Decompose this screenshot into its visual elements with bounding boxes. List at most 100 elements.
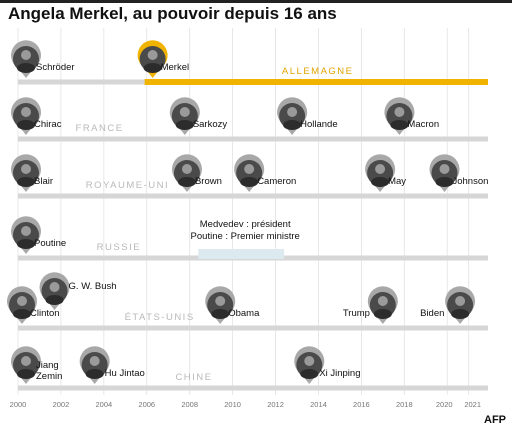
- country-label: CHINE: [175, 372, 212, 383]
- photo-face: [147, 50, 158, 60]
- photo-shoulders: [85, 369, 104, 379]
- country-label: ROYAUME-UNI: [86, 180, 169, 191]
- photo-shoulders: [177, 177, 196, 187]
- timeline-bar: [18, 325, 488, 331]
- country-label: ALLEMAGNE: [282, 66, 354, 77]
- leader-label: Blair: [34, 176, 53, 187]
- tick-label: 2021: [464, 400, 481, 409]
- leader-label: Macron: [407, 119, 439, 130]
- tick-label: 2016: [353, 400, 370, 409]
- chart-title: Angela Merkel, au pouvoir depuis 16 ans: [8, 4, 337, 23]
- tick-label: 2010: [224, 400, 241, 409]
- photo-shoulders: [143, 63, 162, 73]
- mandate-note: Poutine : Premier ministre: [191, 231, 300, 242]
- photo-face: [287, 107, 298, 117]
- photo-face: [455, 296, 466, 306]
- country-label: ÉTATS-UNIS: [125, 312, 195, 323]
- tick-label: 2000: [10, 400, 27, 409]
- leader-label: Cameron: [257, 176, 296, 187]
- highlight-segment: [144, 79, 488, 85]
- leader-pin: [11, 346, 42, 384]
- photo-shoulders: [17, 239, 35, 249]
- leader-label: Chirac: [34, 119, 62, 130]
- country-label: FRANCE: [76, 123, 124, 134]
- leader-label: Johnson: [452, 176, 488, 187]
- leader-label: Biden: [420, 308, 444, 319]
- top-rule: [0, 0, 512, 3]
- leader-pin: [445, 286, 476, 324]
- leader-pin: [169, 97, 200, 135]
- row-2: ROYAUME-UNI Blair Brown Cameron May Johnson: [11, 154, 488, 199]
- leader-pin: [11, 216, 42, 254]
- photo-shoulders: [13, 309, 31, 319]
- photo-shoulders: [17, 63, 35, 73]
- tick-label: 2004: [96, 400, 113, 409]
- photo-shoulders: [240, 177, 259, 187]
- tick-label: 2012: [267, 400, 284, 409]
- leader-label: Merkel: [161, 62, 190, 73]
- photo-face: [377, 296, 388, 306]
- tick-label: 2014: [310, 400, 327, 409]
- leader-pin: [365, 154, 396, 192]
- photo-shoulders: [17, 369, 35, 379]
- leader-pin: [367, 286, 398, 324]
- photo-face: [304, 356, 315, 366]
- leader-pin: [7, 286, 38, 324]
- photo-shoulders: [211, 309, 230, 319]
- mandate-period: [198, 249, 285, 259]
- tick-label: 2008: [181, 400, 198, 409]
- leader-pin: [294, 346, 325, 384]
- leader-pin: [429, 154, 460, 192]
- photo-face: [394, 107, 405, 117]
- tick-label: 2018: [396, 400, 413, 409]
- photo-shoulders: [283, 120, 302, 130]
- leader-label: May: [388, 176, 406, 187]
- photo-face: [375, 164, 386, 174]
- timeline-bar: [18, 385, 488, 391]
- photo-face: [181, 164, 192, 174]
- photo-face: [21, 107, 31, 117]
- timeline-bar: [18, 193, 488, 199]
- leader-label-line: Zemin: [36, 371, 62, 382]
- leader-label: Hollande: [300, 119, 338, 130]
- leader-pin: [11, 40, 42, 78]
- leader-label: Schröder: [36, 62, 75, 73]
- photo-shoulders: [373, 309, 392, 319]
- leader-pin: [384, 97, 415, 135]
- photo-face: [21, 226, 31, 236]
- afp-logo: AFP: [484, 414, 506, 426]
- leader-label: Hu Jintao: [105, 368, 145, 379]
- leader-pin: [79, 346, 110, 384]
- tick-label: 2002: [53, 400, 70, 409]
- leader-pin: [39, 272, 70, 310]
- photo-shoulders: [300, 369, 319, 379]
- leader-pin: [277, 97, 308, 135]
- leader-label: Clinton: [30, 308, 60, 319]
- row-1: FRANCE Chirac Sarkozy Hollande Macron: [11, 97, 488, 142]
- photo-face: [17, 296, 27, 306]
- photo-shoulders: [175, 120, 194, 130]
- timeline-bar: [18, 136, 488, 142]
- photo-shoulders: [371, 177, 390, 187]
- leader-pin: [11, 154, 42, 192]
- photo-shoulders: [17, 120, 35, 130]
- photo-face: [21, 164, 31, 174]
- mandate-note: Medvedev : président: [200, 219, 291, 230]
- photo-face: [89, 356, 100, 366]
- row-0: ALLEMAGNE Schröder Merkel: [11, 40, 488, 85]
- photo-shoulders: [435, 177, 454, 187]
- tick-label: 2020: [436, 400, 453, 409]
- leader-label: Obama: [228, 308, 260, 319]
- photo-face: [49, 282, 60, 292]
- photo-face: [215, 296, 226, 306]
- row-5: CHINE Jiang Zemin Hu Jintao Xi Jinping: [11, 346, 488, 391]
- photo-shoulders: [45, 295, 64, 305]
- country-label: RUSSIE: [97, 242, 141, 253]
- photo-shoulders: [390, 120, 409, 130]
- leader-label: G. W. Bush: [69, 281, 117, 292]
- leader-label: Poutine: [34, 238, 66, 249]
- photo-face: [244, 164, 255, 174]
- leader-pin: [205, 286, 236, 324]
